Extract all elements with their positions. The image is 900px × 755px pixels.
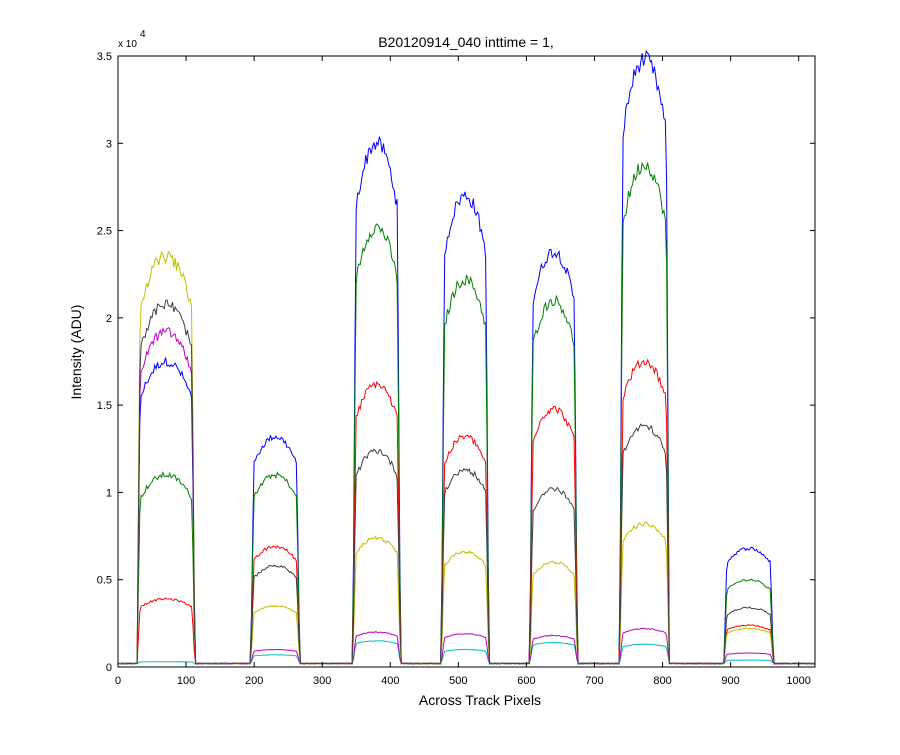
chart-title: B20120914_040 inttime = 1,	[378, 34, 554, 50]
y-tick-label: 3.5	[97, 51, 112, 63]
x-axis-label: Across Track Pixels	[419, 692, 541, 708]
x-tick-label: 500	[449, 675, 467, 687]
x-tick-label: 900	[721, 675, 739, 687]
y-axis-label: Intensity (ADU)	[68, 305, 84, 400]
y-tick-label: 3	[106, 138, 112, 150]
y-axis: 0 0.5 1 1.5 2 2.5 3 3.5	[97, 51, 815, 674]
y-tick-label: 0	[106, 662, 112, 674]
x-tick-label: 300	[313, 675, 331, 687]
y-multiplier-exponent: 4	[140, 29, 146, 40]
y-tick-label: 2.5	[97, 226, 112, 238]
y-tick-label: 1	[106, 487, 112, 499]
x-tick-label: 400	[381, 675, 399, 687]
x-tick-label: 200	[245, 675, 263, 687]
y-tick-label: 0.5	[97, 575, 112, 587]
plot-area	[118, 56, 815, 667]
x-tick-label: 800	[653, 675, 671, 687]
x-tick-label: 0	[115, 675, 121, 687]
x-tick-label: 700	[585, 675, 603, 687]
plot-frame	[117, 55, 816, 668]
series-layer	[117, 49, 816, 665]
y-tick-label: 2	[106, 313, 112, 325]
y-multiplier-base: x 10	[118, 39, 137, 50]
x-tick-label: 1000	[786, 675, 810, 687]
x-tick-label: 600	[517, 675, 535, 687]
x-tick-label: 100	[177, 675, 195, 687]
series-line-7	[117, 299, 816, 665]
x-axis: 0 100 200 300 400 500 600 700 800 900 1000	[115, 56, 811, 687]
y-tick-label: 1.5	[97, 400, 112, 412]
